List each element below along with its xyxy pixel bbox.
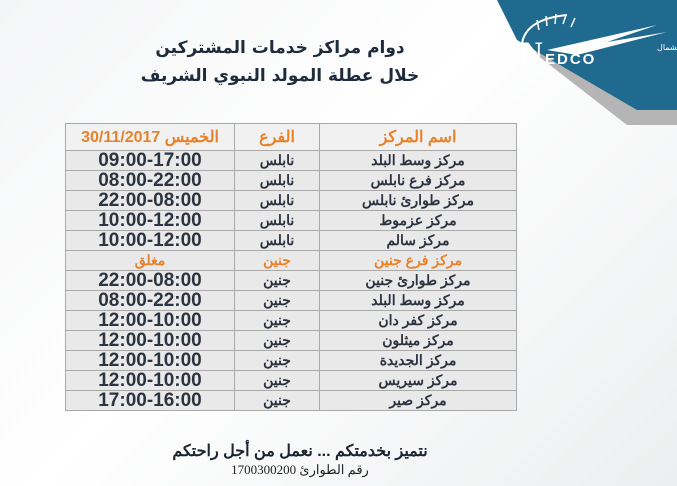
center-name: مركز طوارئ جنين: [319, 270, 517, 291]
branch-name: جنين: [234, 250, 320, 271]
table-row: مركز سيريس جنين 12:00-10:00: [65, 370, 517, 391]
header-date: الخميس 30/11/2017: [65, 123, 235, 151]
svg-text:N: N: [521, 36, 543, 69]
table-row: مركز طوارئ نابلس نابلس 22:00-08:00: [65, 190, 517, 211]
table-row: مركز فرع جنين جنين مغلق: [65, 250, 517, 271]
branch-name: جنين: [234, 270, 320, 291]
branch-name: نابلس: [234, 190, 320, 211]
center-name: مركز وسط البلد: [319, 150, 517, 171]
center-name: مركز فرع نابلس: [319, 170, 517, 191]
schedule-table: اسم المركز الفرع الخميس 30/11/2017 مركز …: [65, 123, 517, 411]
header-branch: الفرع: [234, 123, 320, 151]
working-hours: 12:00-10:00: [65, 370, 235, 391]
table-row: مركز ميثلون جنين 12:00-10:00: [65, 330, 517, 351]
branch-name: جنين: [234, 350, 320, 371]
slogan: نتميز بخدمتكم ... نعمل من أجل راحتكم: [172, 443, 428, 460]
center-name: مركز فرع جنين: [319, 250, 517, 271]
table-row: مركز فرع نابلس نابلس 08:00-22:00: [65, 170, 517, 191]
working-hours: 10:00-12:00: [65, 230, 235, 251]
nedco-logo-banner: N EDCO شركة توزيع كهرباء الشمال: [497, 0, 677, 125]
working-hours: 22:00-08:00: [65, 190, 235, 211]
branch-name: نابلس: [234, 210, 320, 231]
center-name: مركز عزموط: [319, 210, 517, 231]
table-row: مركز عزموط نابلس 10:00-12:00: [65, 210, 517, 231]
table-header-row: اسم المركز الفرع الخميس 30/11/2017: [65, 123, 517, 151]
branch-name: جنين: [234, 390, 320, 411]
table-row: مركز صير جنين 17:00-16:00: [65, 390, 517, 411]
center-name: مركز سالم: [319, 230, 517, 251]
company-name: شركة توزيع كهرباء الشمال: [657, 43, 677, 52]
working-hours: 08:00-22:00: [65, 170, 235, 191]
center-name: مركز ميثلون: [319, 330, 517, 351]
working-hours: 08:00-22:00: [65, 290, 235, 311]
center-name: مركز طوارئ نابلس: [319, 190, 517, 211]
table-row: مركز كفر دان جنين 12:00-10:00: [65, 310, 517, 331]
center-name: مركز كفر دان: [319, 310, 517, 331]
svg-text:EDCO: EDCO: [545, 51, 596, 68]
table-row: مركز وسط البلد جنين 08:00-22:00: [65, 290, 517, 311]
table-row: مركز طوارئ جنين جنين 22:00-08:00: [65, 270, 517, 291]
center-name: مركز سيريس: [319, 370, 517, 391]
title-line-2: خلال عطلة المولد النبوي الشريف: [140, 66, 420, 86]
branch-name: نابلس: [234, 230, 320, 251]
working-hours: 12:00-10:00: [65, 350, 235, 371]
working-hours: 17:00-16:00: [65, 390, 235, 411]
working-hours: 10:00-12:00: [65, 210, 235, 231]
branch-name: جنين: [234, 290, 320, 311]
title-line-1: دوام مراكز خدمات المشتركين: [155, 38, 405, 58]
center-name: مركز الجديدة: [319, 350, 517, 371]
working-hours: 12:00-10:00: [65, 310, 235, 331]
working-hours: 12:00-10:00: [65, 330, 235, 351]
branch-name: نابلس: [234, 150, 320, 171]
branch-name: جنين: [234, 310, 320, 331]
branch-name: جنين: [234, 330, 320, 351]
table-row: مركز سالم نابلس 10:00-12:00: [65, 230, 517, 251]
table-row: مركز الجديدة جنين 12:00-10:00: [65, 350, 517, 371]
table-row: مركز وسط البلد نابلس 09:00-17:00: [65, 150, 517, 171]
working-hours: مغلق: [65, 250, 235, 271]
working-hours: 22:00-08:00: [65, 270, 235, 291]
emergency-number: رقم الطوارئ 1700300200: [231, 462, 369, 477]
branch-name: نابلس: [234, 170, 320, 191]
header-center: اسم المركز: [319, 123, 517, 151]
center-name: مركز وسط البلد: [319, 290, 517, 311]
branch-name: جنين: [234, 370, 320, 391]
center-name: مركز صير: [319, 390, 517, 411]
working-hours: 09:00-17:00: [65, 150, 235, 171]
